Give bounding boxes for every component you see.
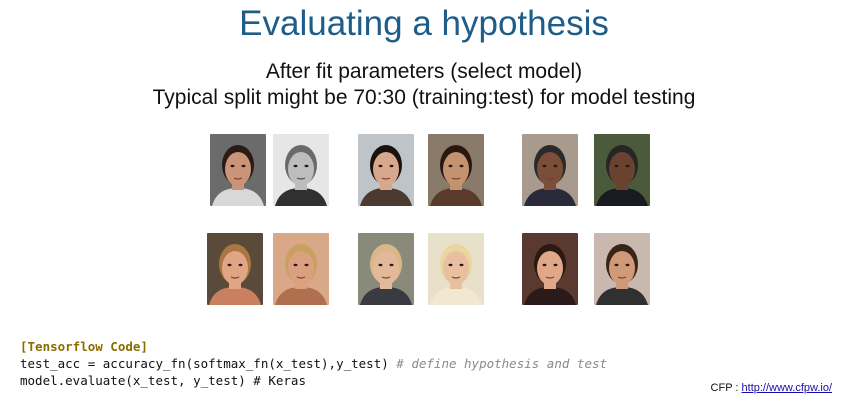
code-line-1-code: test_acc = accuracy_fn(softmax_fn(x_test… [20, 356, 397, 371]
face-image [207, 233, 263, 305]
face-photo [210, 134, 266, 206]
photo-row-top [0, 134, 848, 206]
credit-prefix: CFP : [710, 382, 742, 394]
face-image [273, 233, 329, 305]
credit-footer: CFP : http://www.cfpw.io/ [711, 382, 832, 394]
face-image [210, 134, 266, 206]
face-photo [522, 134, 578, 206]
face-image [358, 134, 414, 206]
subtitle-line-1: After fit parameters (select model) [265, 60, 583, 83]
face-image [358, 233, 414, 305]
subtitle-line-2: Typical split might be 70:30 (training:t… [152, 86, 696, 109]
face-photo [358, 134, 414, 206]
face-image [594, 233, 650, 305]
face-image [428, 134, 484, 206]
face-photo [207, 233, 263, 305]
credit-link[interactable]: http://www.cfpw.io/ [741, 382, 832, 394]
face-photo [594, 134, 650, 206]
code-block: [Tensorflow Code] test_acc = accuracy_fn… [20, 338, 607, 389]
face-image [594, 134, 650, 206]
face-photo [428, 134, 484, 206]
code-line-1: test_acc = accuracy_fn(softmax_fn(x_test… [20, 356, 607, 371]
face-photo [594, 233, 650, 305]
code-header: [Tensorflow Code] [20, 339, 148, 354]
code-line-1-comment: # define hypothesis and test [396, 356, 608, 371]
face-photo [273, 134, 329, 206]
face-image [522, 233, 578, 305]
face-image [273, 134, 329, 206]
face-photo [358, 233, 414, 305]
face-photo [522, 233, 578, 305]
slide-title: Evaluating a hypothesis [239, 4, 609, 43]
face-photo [428, 233, 484, 305]
photo-row-bottom [0, 233, 848, 305]
code-line-2: model.evaluate(x_test, y_test) # Keras [20, 373, 306, 388]
face-image [428, 233, 484, 305]
face-image [522, 134, 578, 206]
face-photo [273, 233, 329, 305]
